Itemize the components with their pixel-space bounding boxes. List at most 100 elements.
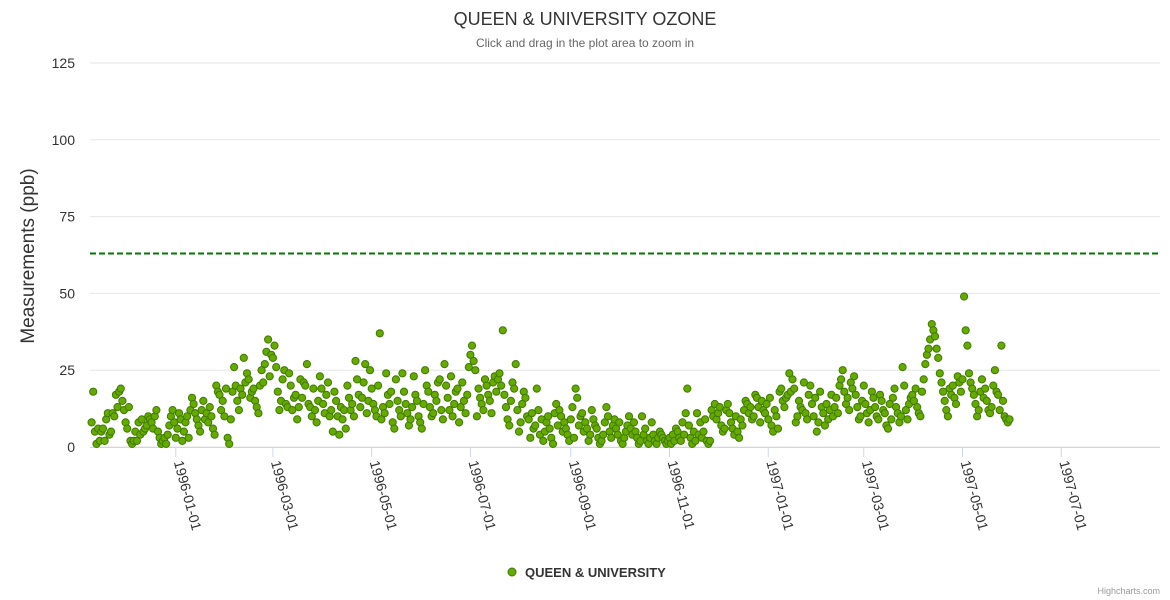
data-point bbox=[341, 424, 350, 433]
data-point bbox=[820, 421, 830, 430]
data-point bbox=[819, 409, 828, 418]
data-point bbox=[814, 418, 823, 427]
data-point bbox=[495, 369, 504, 378]
data-point bbox=[132, 436, 141, 445]
data-point bbox=[898, 363, 907, 372]
data-point bbox=[425, 403, 434, 412]
data-point bbox=[919, 375, 928, 384]
data-point bbox=[288, 406, 297, 415]
data-point bbox=[353, 375, 362, 384]
y-axis-label: Measurements (ppb) bbox=[18, 168, 39, 343]
data-point bbox=[162, 439, 171, 448]
data-point bbox=[869, 393, 878, 402]
data-point bbox=[516, 418, 525, 427]
data-point bbox=[343, 381, 352, 390]
data-point bbox=[412, 396, 422, 405]
data-point bbox=[450, 399, 459, 409]
data-point bbox=[969, 390, 978, 399]
data-point bbox=[896, 412, 906, 421]
data-point bbox=[809, 412, 818, 421]
credits-link[interactable]: Highcharts.com bbox=[1097, 586, 1160, 596]
data-point bbox=[939, 387, 948, 396]
data-point bbox=[335, 430, 344, 439]
data-point bbox=[286, 381, 295, 390]
data-point bbox=[773, 424, 783, 433]
data-point bbox=[265, 372, 274, 381]
data-point bbox=[613, 430, 622, 439]
data-point bbox=[183, 412, 192, 421]
data-point bbox=[921, 360, 930, 369]
data-point bbox=[641, 424, 650, 433]
data-point bbox=[291, 390, 300, 399]
data-point bbox=[958, 375, 967, 384]
data-point bbox=[317, 384, 326, 393]
data-point bbox=[249, 384, 258, 393]
data-point bbox=[338, 415, 347, 424]
data-point bbox=[396, 412, 405, 421]
legend-marker-icon[interactable] bbox=[507, 567, 517, 577]
data-point bbox=[943, 412, 953, 421]
data-point bbox=[106, 427, 116, 436]
data-point bbox=[301, 381, 310, 390]
data-point bbox=[592, 424, 601, 433]
data-point bbox=[888, 393, 898, 402]
data-point bbox=[349, 412, 358, 421]
data-point bbox=[498, 326, 507, 335]
data-point bbox=[681, 409, 690, 418]
data-point bbox=[471, 366, 480, 375]
data-point bbox=[513, 406, 522, 415]
data-point bbox=[527, 409, 537, 418]
data-point bbox=[233, 396, 242, 405]
data-point bbox=[749, 412, 758, 421]
data-point bbox=[302, 360, 311, 369]
legend-item-label[interactable]: QUEEN & UNIVERSITY bbox=[525, 565, 666, 580]
data-point bbox=[124, 403, 133, 412]
y-tick-label: 75 bbox=[59, 209, 75, 225]
data-point bbox=[539, 436, 548, 445]
data-point bbox=[934, 353, 943, 362]
data-point bbox=[472, 412, 481, 421]
data-point bbox=[812, 427, 821, 436]
data-point bbox=[848, 384, 857, 393]
data-point bbox=[995, 406, 1004, 415]
data-point bbox=[210, 430, 219, 439]
legend[interactable]: QUEEN & UNIVERSITY bbox=[507, 565, 666, 580]
data-point bbox=[443, 393, 452, 402]
y-tick-label: 0 bbox=[67, 439, 75, 455]
data-point bbox=[448, 412, 457, 421]
data-point bbox=[837, 375, 846, 384]
data-point bbox=[218, 396, 227, 405]
data-point bbox=[568, 403, 577, 412]
data-point bbox=[294, 403, 303, 412]
data-point bbox=[382, 369, 391, 378]
data-point bbox=[264, 335, 273, 344]
data-point bbox=[822, 399, 831, 409]
data-point bbox=[885, 399, 894, 409]
data-point bbox=[89, 387, 98, 396]
data-point bbox=[464, 363, 473, 372]
data-point bbox=[532, 384, 541, 393]
data-point bbox=[424, 387, 433, 396]
data-point bbox=[916, 412, 925, 421]
data-point bbox=[327, 406, 336, 415]
data-point bbox=[505, 421, 514, 430]
data-point bbox=[987, 403, 996, 412]
data-point bbox=[485, 396, 494, 405]
data-point bbox=[990, 366, 1000, 375]
data-point bbox=[438, 415, 447, 424]
data-point bbox=[998, 396, 1008, 405]
data-point bbox=[624, 412, 634, 421]
data-point bbox=[843, 393, 852, 402]
data-point bbox=[701, 415, 710, 424]
data-point bbox=[804, 390, 813, 399]
data-point bbox=[880, 409, 889, 418]
data-point bbox=[440, 360, 449, 369]
data-point bbox=[746, 403, 755, 412]
data-point bbox=[455, 418, 464, 427]
series-points bbox=[87, 292, 1014, 448]
data-point bbox=[937, 378, 946, 387]
data-point bbox=[110, 412, 119, 421]
data-point bbox=[514, 427, 524, 436]
data-point bbox=[676, 436, 685, 445]
